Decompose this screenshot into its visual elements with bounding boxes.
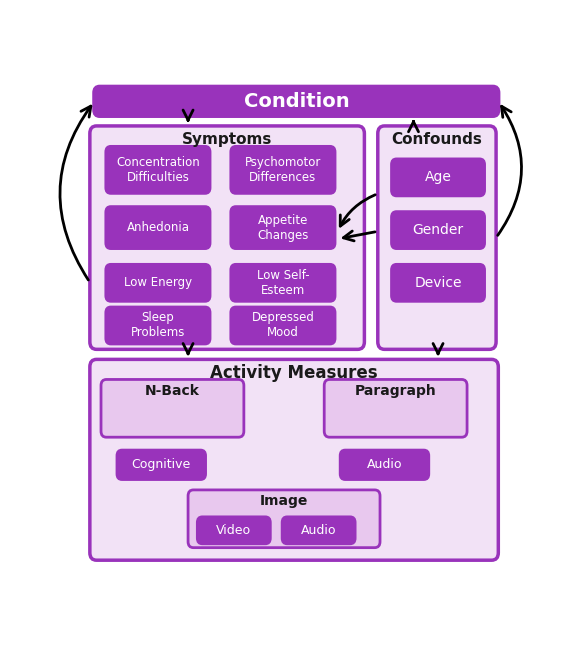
Text: Confounds: Confounds [392,132,482,147]
Text: Low Energy: Low Energy [124,276,192,289]
FancyBboxPatch shape [188,490,380,548]
Text: Sleep
Problems: Sleep Problems [131,312,185,340]
Text: Concentration
Difficulties: Concentration Difficulties [116,156,200,184]
FancyBboxPatch shape [282,516,355,544]
FancyBboxPatch shape [230,206,335,249]
FancyBboxPatch shape [324,379,467,437]
FancyBboxPatch shape [230,264,335,302]
FancyBboxPatch shape [391,264,485,302]
FancyBboxPatch shape [105,146,210,194]
FancyBboxPatch shape [101,379,244,437]
FancyBboxPatch shape [105,206,210,249]
Text: Symptoms: Symptoms [182,132,272,147]
FancyBboxPatch shape [340,450,429,480]
FancyBboxPatch shape [230,306,335,344]
Text: Psychomotor
Differences: Psychomotor Differences [245,156,321,184]
FancyBboxPatch shape [105,306,210,344]
Text: Audio: Audio [367,458,402,471]
FancyBboxPatch shape [90,126,365,349]
Text: Appetite
Changes: Appetite Changes [257,214,309,242]
Text: Age: Age [425,170,452,185]
Text: Anhedonia: Anhedonia [127,221,190,234]
Text: N-Back: N-Back [145,383,200,398]
Text: Image: Image [260,494,308,508]
FancyBboxPatch shape [94,87,498,116]
Text: Device: Device [414,276,462,290]
Text: Depressed
Mood: Depressed Mood [252,312,314,340]
FancyBboxPatch shape [378,126,496,349]
FancyBboxPatch shape [197,516,271,544]
Text: Video: Video [216,524,251,537]
Text: Paragraph: Paragraph [355,383,437,398]
Text: Low Self-
Esteem: Low Self- Esteem [257,269,309,297]
FancyBboxPatch shape [105,264,210,302]
Text: Audio: Audio [301,524,336,537]
FancyBboxPatch shape [391,211,485,249]
FancyBboxPatch shape [230,146,335,194]
Text: Gender: Gender [412,223,464,237]
FancyBboxPatch shape [116,450,206,480]
Text: Condition: Condition [244,92,349,111]
Text: Cognitive: Cognitive [132,458,191,471]
Text: Activity Measures: Activity Measures [210,364,378,383]
FancyBboxPatch shape [90,359,498,560]
FancyBboxPatch shape [391,158,485,196]
